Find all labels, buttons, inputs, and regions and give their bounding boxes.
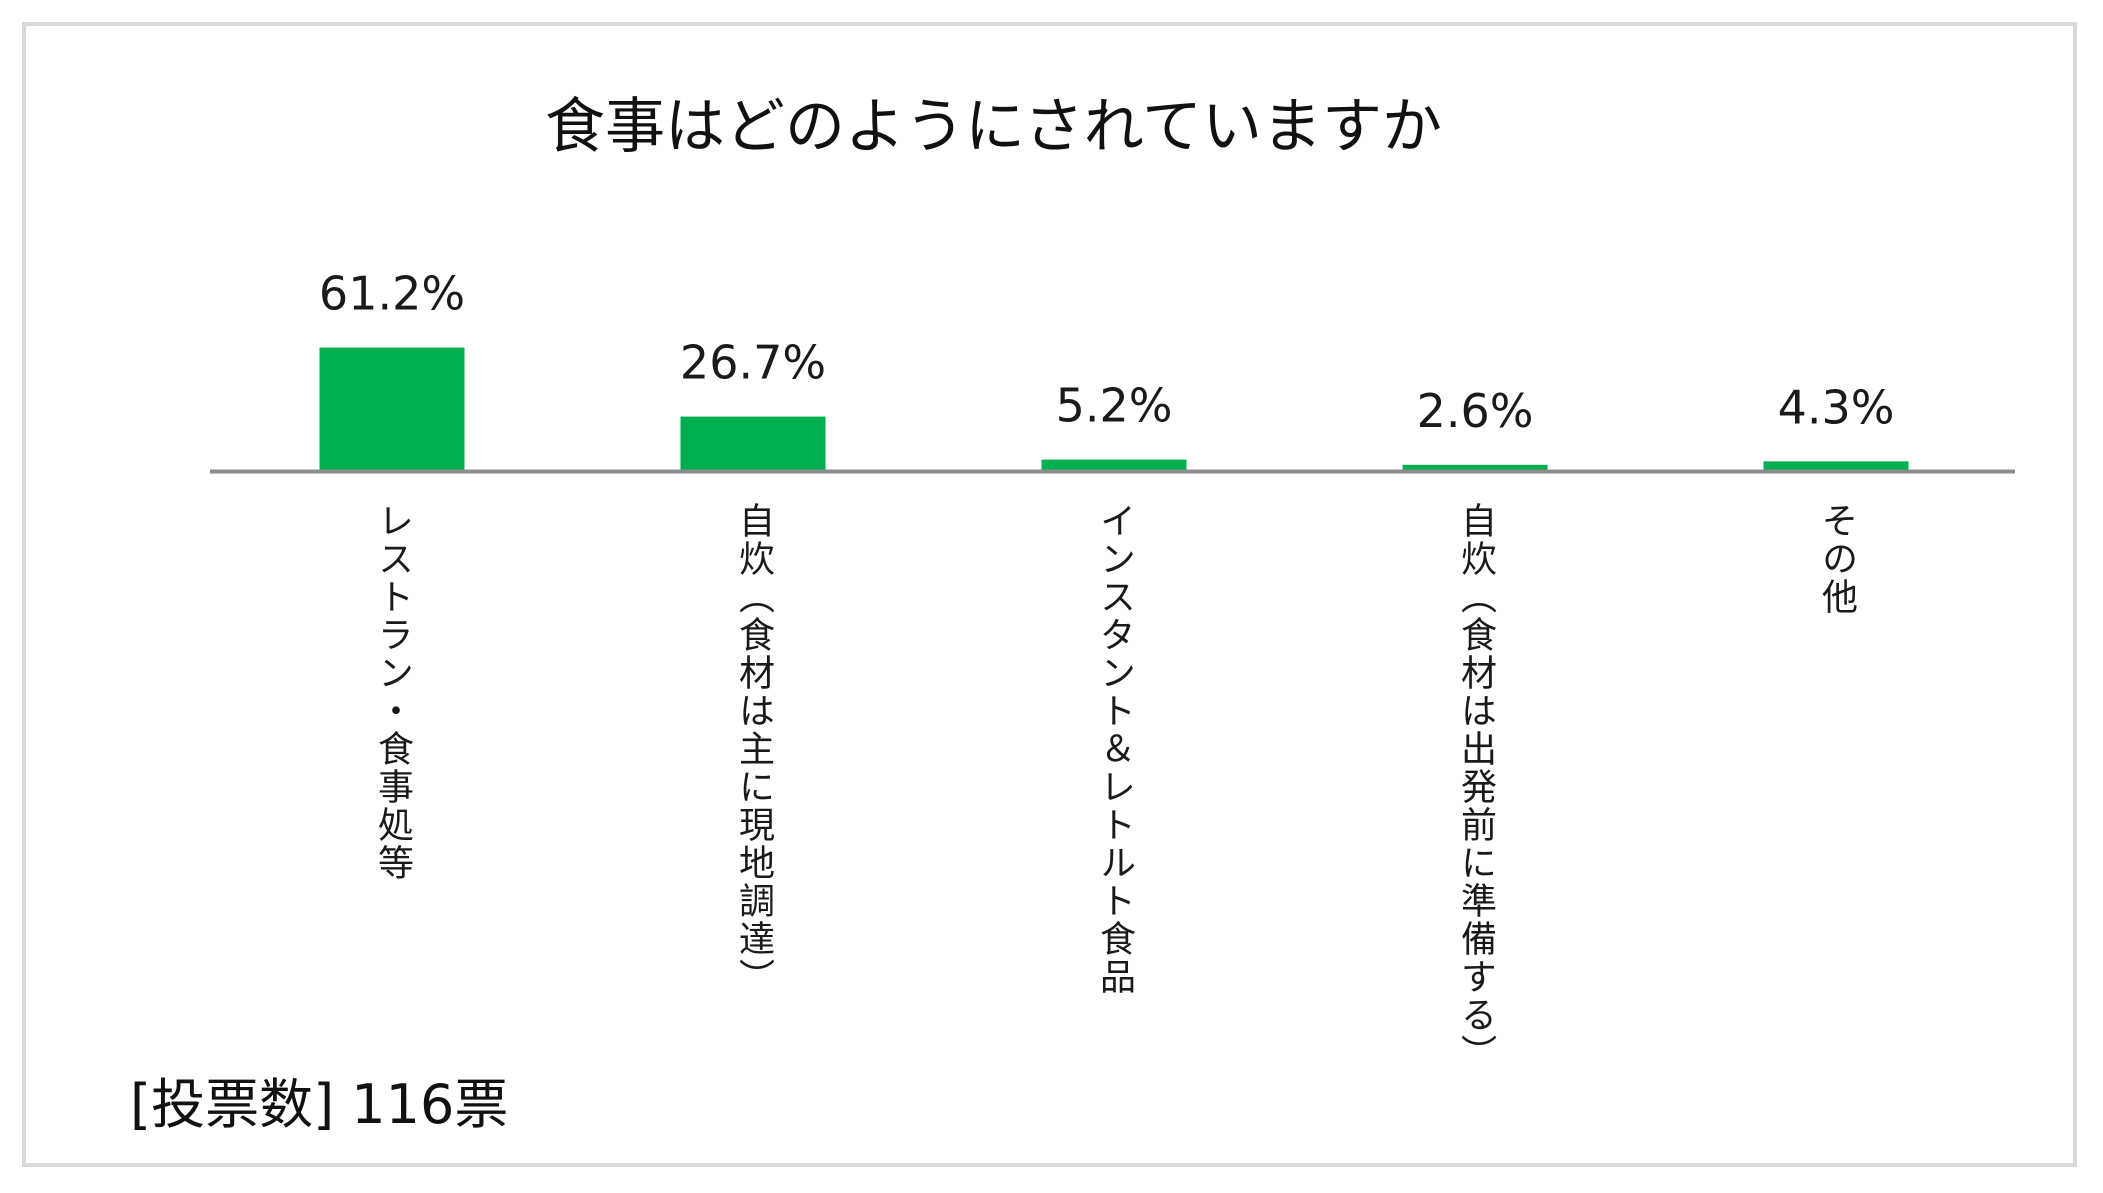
value-labels-group: 61.2% 26.7% 5.2% 2.6% 4.3% bbox=[319, 267, 1895, 438]
value-label-1: 61.2% bbox=[319, 267, 465, 321]
vote-count: [投票数] 116票 bbox=[130, 1073, 509, 1136]
bar-5 bbox=[1763, 461, 1909, 470]
category-label-1: レストラン・食事処等 bbox=[372, 502, 413, 882]
bar-4 bbox=[1402, 464, 1548, 470]
value-label-4: 2.6% bbox=[1417, 384, 1534, 438]
value-label-3: 5.2% bbox=[1056, 379, 1173, 433]
category-label-3: インスタント＆レトルト食品 bbox=[1094, 502, 1135, 996]
bar-1 bbox=[319, 347, 465, 470]
bar-3 bbox=[1041, 459, 1187, 470]
category-label-5: その他 bbox=[1816, 502, 1857, 616]
category-label-4: 自炊（食材は出発前に準備する） bbox=[1455, 502, 1496, 1072]
value-label-5: 4.3% bbox=[1778, 380, 1895, 434]
bar-2 bbox=[680, 416, 826, 470]
bars-group bbox=[319, 347, 1909, 470]
category-label-2: 自炊（食材は主に現地調達） bbox=[733, 502, 774, 996]
value-label-2: 26.7% bbox=[680, 336, 826, 390]
chart-frame bbox=[22, 22, 2077, 1167]
chart-title: 食事はどのようにされていますか bbox=[545, 92, 1442, 162]
